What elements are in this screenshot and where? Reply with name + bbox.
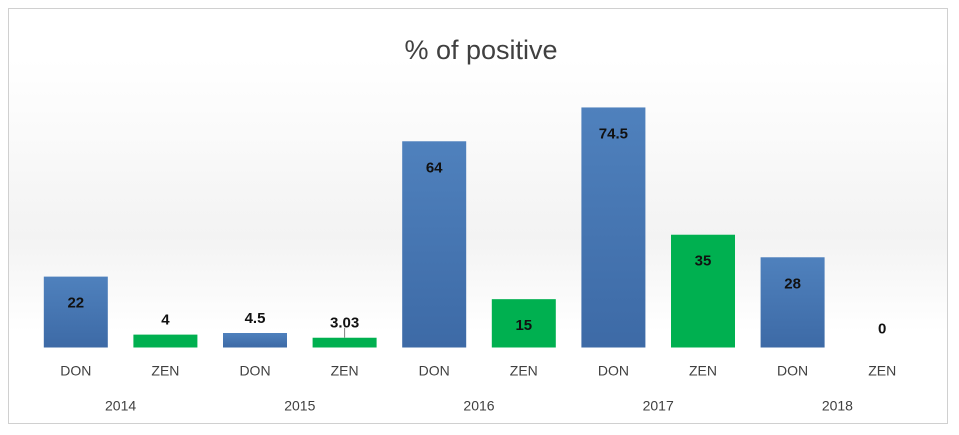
category-label: ZEN xyxy=(331,363,359,379)
bar-don-2016 xyxy=(402,141,467,348)
category-label: ZEN xyxy=(510,363,538,379)
value-label: 3.03 xyxy=(330,315,359,332)
value-label: 4.5 xyxy=(245,310,266,327)
x-axis: DON ZEN DON ZEN DON ZEN DON ZEN DON ZEN 2014 2015 20… xyxy=(60,363,896,414)
category-label: DON xyxy=(239,363,270,379)
group-label-2018: 2018 xyxy=(822,398,853,414)
chart-title: % of positive xyxy=(404,35,557,65)
value-label: 35 xyxy=(695,253,712,270)
value-labels-layer: 22 4 4.5 3.03 64 15 74.5 35 28 0 xyxy=(67,125,886,338)
category-label: DON xyxy=(598,363,629,379)
group-label-2014: 2014 xyxy=(105,398,136,414)
bar-don-2015 xyxy=(223,333,287,348)
value-label: 0 xyxy=(878,321,886,338)
category-label: ZEN xyxy=(689,363,717,379)
value-label: 15 xyxy=(515,317,532,334)
chart-frame: % of positive 22 4 4.5 3.03 64 15 74.5 35 28 0 DO… xyxy=(8,8,948,424)
bar-chart: % of positive 22 4 4.5 3.03 64 15 74.5 35 28 0 DO… xyxy=(43,35,896,414)
value-label: 28 xyxy=(784,275,801,292)
category-label: DON xyxy=(419,363,450,379)
bar-don-2017 xyxy=(581,107,646,348)
bar-don-2014 xyxy=(43,276,108,348)
group-label-2016: 2016 xyxy=(463,398,494,414)
category-label: ZEN xyxy=(868,363,896,379)
value-label: 64 xyxy=(426,159,443,176)
value-label: 22 xyxy=(67,295,84,312)
bar-zen-2014 xyxy=(133,334,198,348)
bar-don-2018 xyxy=(760,257,825,348)
category-label: ZEN xyxy=(151,363,179,379)
bar-zen-2016 xyxy=(491,299,556,348)
group-label-2017: 2017 xyxy=(643,398,674,414)
group-label-2015: 2015 xyxy=(284,398,315,414)
value-label: 4 xyxy=(161,312,170,329)
category-label: DON xyxy=(60,363,91,379)
bar-zen-2015 xyxy=(312,337,377,348)
category-label: DON xyxy=(777,363,808,379)
bar-zen-2017 xyxy=(671,234,735,348)
bars-layer xyxy=(43,107,825,348)
value-label: 74.5 xyxy=(599,125,628,142)
